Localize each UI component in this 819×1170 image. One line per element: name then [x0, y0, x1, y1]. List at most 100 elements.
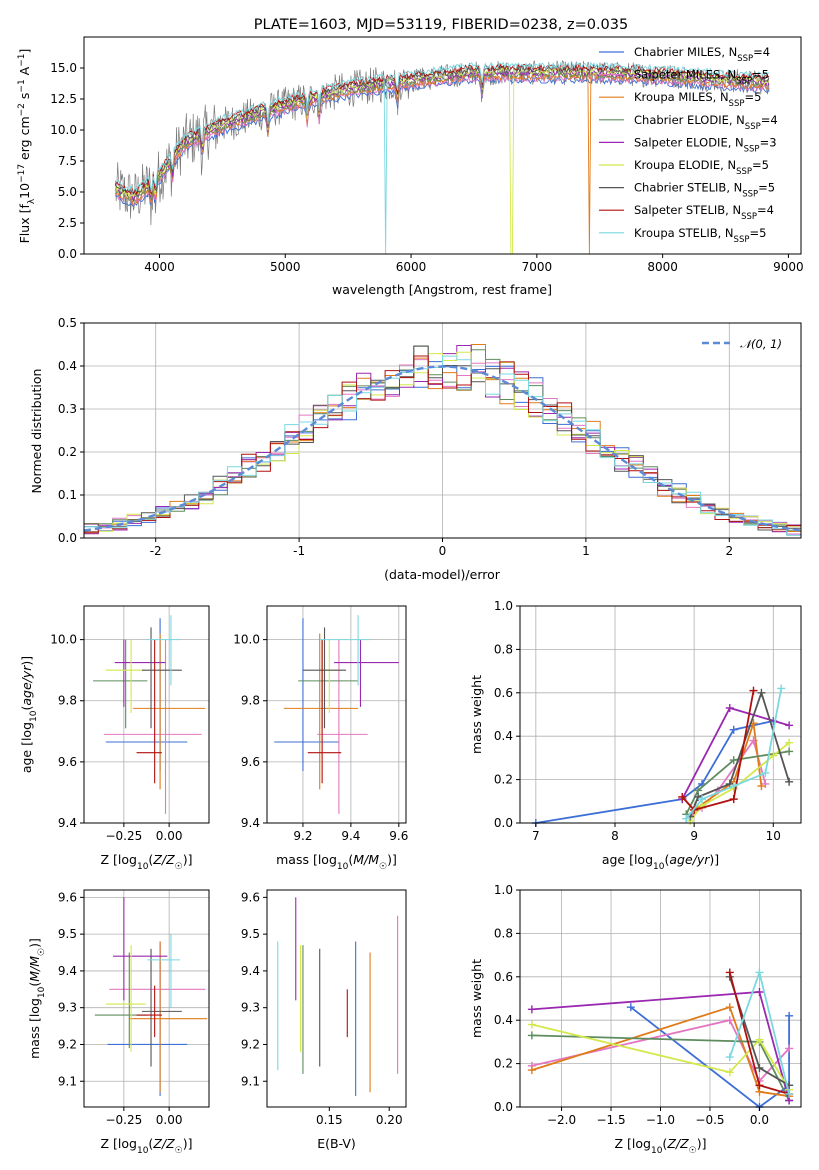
axes-age_vs_mass: 9.2 9.4 9.6 9.4 9.6 9.8 10.0 mass [log10(M/M☉)]	[233, 605, 408, 872]
normal-curve	[83, 365, 802, 532]
weight-marker	[755, 1035, 764, 1044]
data-weight_vs_age	[531, 684, 794, 827]
x-axis-label: E(B-V)	[317, 1136, 356, 1151]
y-tick-label: 0.0	[494, 1100, 513, 1114]
grid-mass_vs_z	[84, 890, 209, 1107]
weight-marker	[761, 769, 770, 778]
y-tick-label: 9.3	[241, 1001, 260, 1015]
y-tick-label: 9.8	[241, 694, 260, 708]
y-tick-label: 9.2	[58, 1037, 77, 1051]
axis-age_vs_z: −0.25 0.00 9.4 9.6 9.8 10.0 Z [log10(Z/Z☉)] age…	[19, 605, 210, 872]
x-tick-label: −1.0	[646, 1113, 675, 1127]
x-axis-label: (data-model)/error	[384, 567, 501, 582]
y-axis-label: mass weight	[469, 675, 484, 754]
y-tick-label: 9.4	[241, 964, 260, 978]
x-tick-label: 9000	[773, 260, 804, 274]
histogram-6	[84, 345, 801, 531]
x-axis-label: Z [log10(Z/Z☉)]	[615, 1136, 707, 1156]
weight-marker	[769, 751, 778, 760]
weight-marker	[725, 1016, 734, 1025]
axis-spectrum: 4000 5000 6000 7000 8000 9000 0.0 2.5 5.0 7.5 10.0…	[17, 36, 804, 297]
weight-marker	[755, 968, 764, 977]
x-tick-label: 0	[439, 544, 447, 558]
legend-label: Chabrier ELODIE, NSSP=4	[634, 113, 778, 132]
x-tick-label: −2.0	[547, 1113, 576, 1127]
data-residuals	[83, 344, 802, 536]
x-tick-label: −0.5	[695, 1113, 724, 1127]
weight-marker	[755, 1063, 764, 1072]
weight-marker	[755, 987, 764, 996]
y-tick-label: 2.5	[58, 216, 77, 230]
y-tick-label: 9.5	[58, 927, 77, 941]
weight-marker	[725, 1053, 734, 1062]
y-tick-label: 9.1	[58, 1074, 77, 1088]
axis-mass_vs_z: −0.25 0.00 9.1 9.2 9.3 9.4 9.5 9.6 Z [log10(Z/Z☉…	[27, 889, 210, 1156]
y-tick-label: 15.0	[50, 61, 77, 75]
grid-weight_vs_age	[520, 605, 801, 824]
axes-frame	[519, 889, 802, 1108]
weight-marker	[725, 1003, 734, 1012]
x-tick-label: 5000	[270, 260, 301, 274]
weight-line-3	[685, 750, 790, 815]
y-tick-label: 0.0	[494, 816, 513, 830]
y-tick-label: 10.0	[233, 633, 260, 647]
y-tick-label: 9.6	[241, 890, 260, 904]
y-tick-label: 9.3	[58, 1001, 77, 1015]
weight-marker	[725, 1068, 734, 1077]
x-tick-label: −0.25	[105, 1113, 142, 1127]
data-mass_vs_ebv	[277, 897, 399, 1096]
y-axis-label: mass [log10(M/M☉)]	[27, 938, 47, 1059]
x-tick-label: -1	[293, 544, 305, 558]
residuals-legend: 𝒩(0, 1)	[702, 337, 782, 351]
y-tick-label: 9.8	[58, 694, 77, 708]
axes-weight_vs_age: 7 8 9 10 0.0 0.2 0.4 0.6 0.8 1.0 age [log10(age/yr…	[469, 599, 802, 872]
x-tick-label: 9.4	[341, 829, 360, 843]
model-line-2	[114, 72, 770, 255]
legend-label: Salpeter STELIB, NSSP=4	[634, 203, 774, 222]
model-line-6	[115, 65, 770, 196]
y-tick-label: 9.4	[58, 816, 77, 830]
y-tick-label: 9.6	[58, 890, 77, 904]
weight-marker	[527, 1066, 536, 1075]
axes-mass_vs_z: −0.25 0.00 9.1 9.2 9.3 9.4 9.5 9.6 Z [log10(Z/Z☉…	[27, 889, 210, 1156]
weight-marker	[785, 777, 794, 786]
weight-marker	[527, 1020, 536, 1029]
weight-marker	[785, 747, 794, 756]
y-tick-label: 0.4	[58, 359, 77, 373]
axis-residuals: -2 -1 0 1 2 0.0 0.1 0.2 0.3 0.4 0.5 (data-model)/er…	[29, 316, 802, 582]
axes-spectrum: 4000 5000 6000 7000 8000 9000 0.0 2.5 5.0 7.5 10.0…	[17, 36, 804, 297]
weight-marker	[785, 738, 794, 747]
x-axis-label: age [log10(age/yr)]	[602, 852, 719, 872]
weight-marker	[785, 721, 794, 730]
axes-frame	[266, 605, 407, 824]
x-tick-label: 0.0	[750, 1113, 769, 1127]
axis-weight_vs_age: 7 8 9 10 0.0 0.2 0.4 0.6 0.8 1.0 age [log10(age/yr…	[469, 599, 802, 872]
legend-label: Salpeter MILES, NSSP=5	[634, 68, 769, 87]
data-age_vs_z	[93, 615, 206, 814]
weight-marker	[757, 688, 766, 697]
y-tick-label: 0.8	[494, 642, 513, 656]
weight-marker	[785, 1011, 794, 1020]
y-tick-label: 0.4	[494, 1013, 513, 1027]
weight-marker	[626, 1003, 635, 1012]
legend-label: Salpeter ELODIE, NSSP=3	[634, 135, 777, 154]
x-tick-label: 4000	[144, 260, 175, 274]
weight-marker	[785, 1044, 794, 1053]
y-tick-label: 9.4	[241, 816, 260, 830]
axes-frame	[83, 605, 210, 824]
model-line-1	[115, 74, 770, 205]
axes-age_vs_z: −0.25 0.00 9.4 9.6 9.8 10.0 Z [log10(Z/Z☉)] age…	[19, 605, 210, 872]
axes-residuals: -2 -1 0 1 2 0.0 0.1 0.2 0.3 0.4 0.5 (data-model)/er…	[29, 316, 802, 582]
weight-marker	[527, 1031, 536, 1040]
y-tick-label: 0.6	[494, 686, 513, 700]
y-tick-label: 0.5	[58, 316, 77, 330]
y-tick-label: 0.6	[494, 970, 513, 984]
y-tick-label: 0.0	[58, 247, 77, 261]
x-tick-label: 6000	[396, 260, 427, 274]
legend-label: 𝒩(0, 1)	[740, 337, 782, 351]
figure-title: PLATE=1603, MJD=53119, FIBERID=0238, z=0…	[254, 17, 628, 33]
weight-marker	[698, 795, 707, 804]
y-tick-label: 0.3	[58, 402, 77, 416]
weight-line-7	[681, 690, 755, 812]
